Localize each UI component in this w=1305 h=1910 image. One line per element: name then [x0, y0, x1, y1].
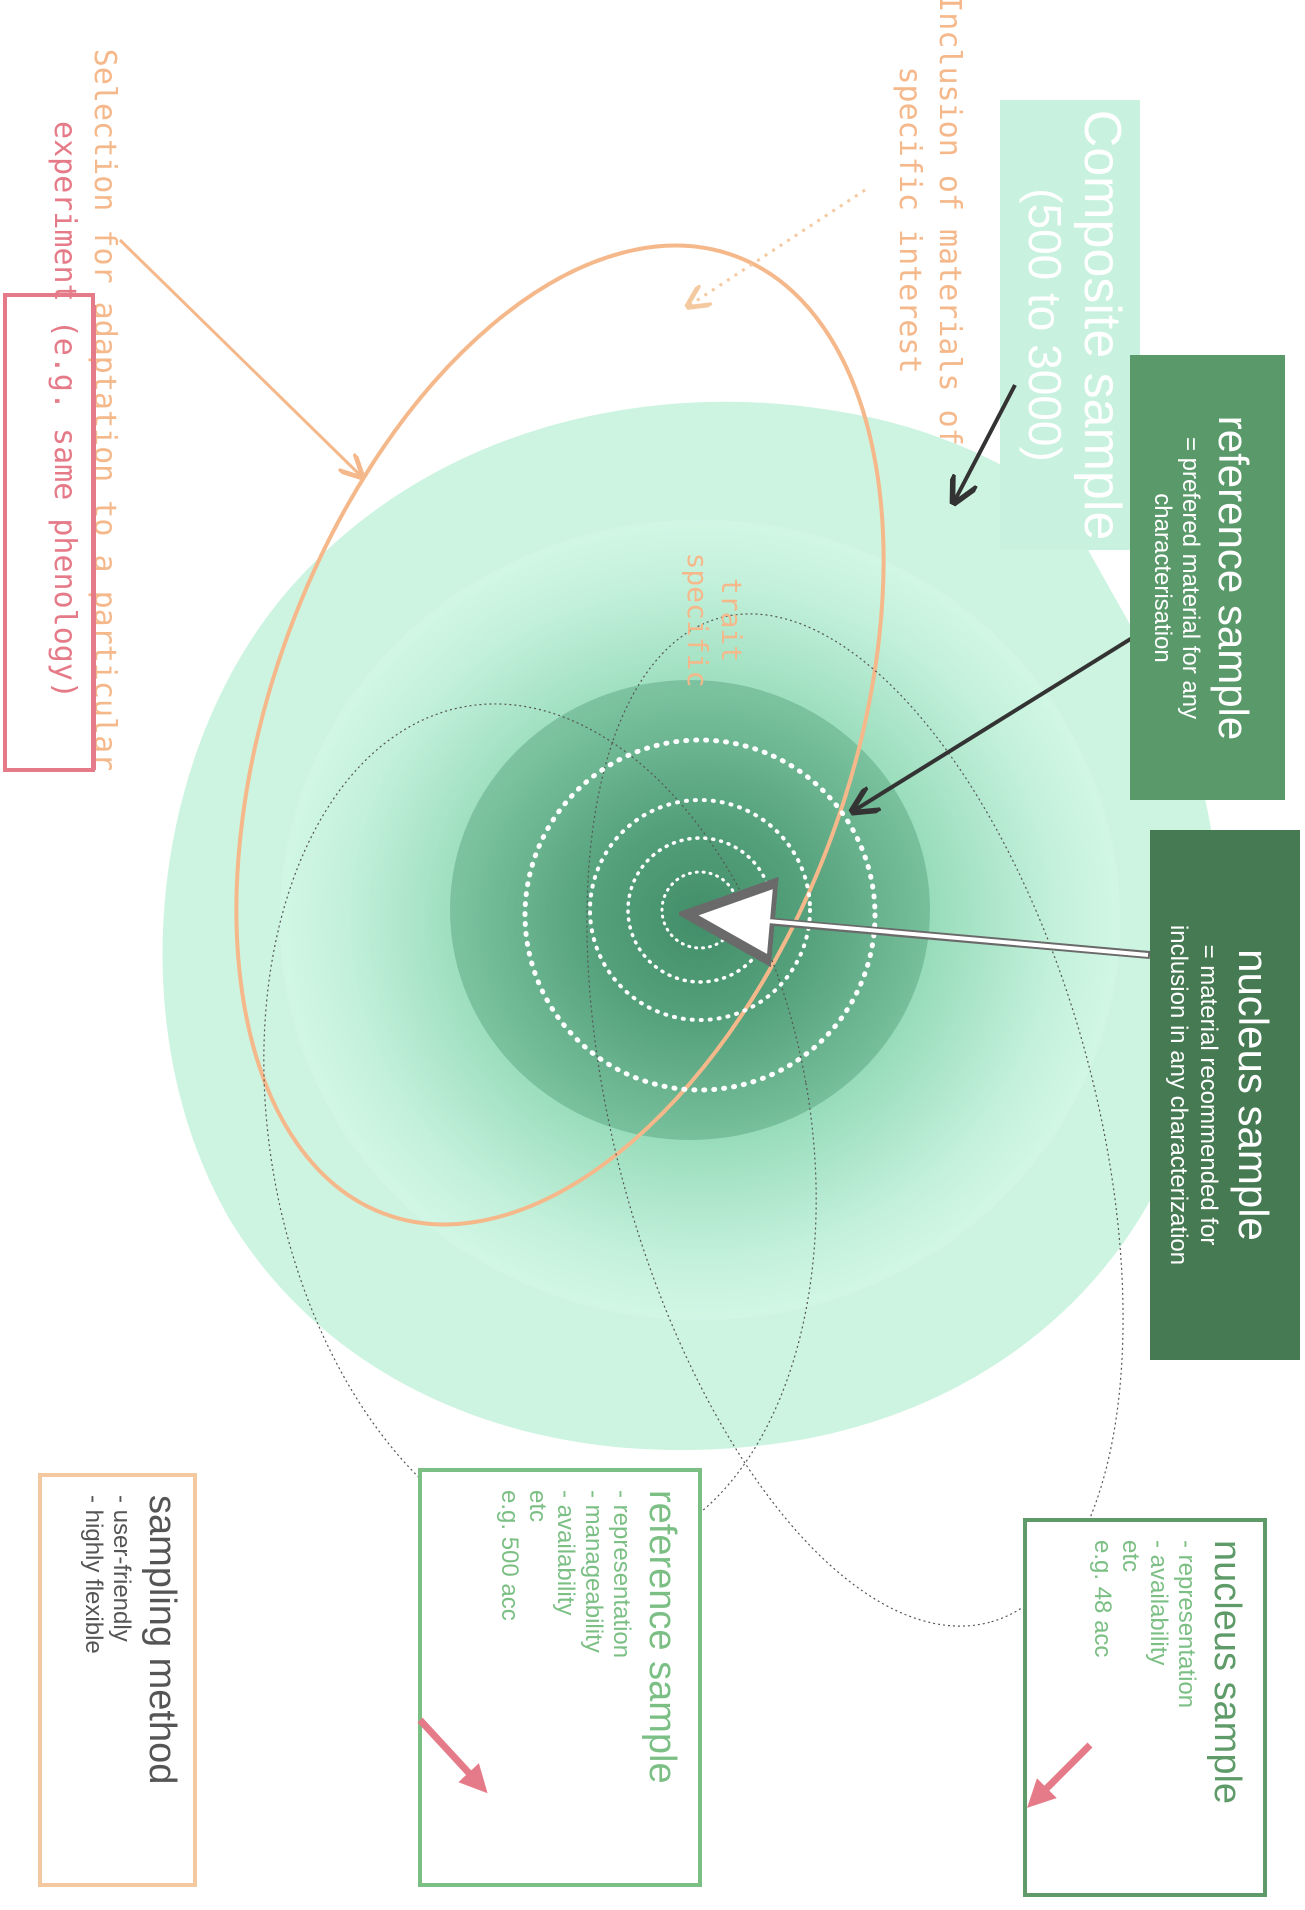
inclusion-annotation: Inclusion of materials of specific inter…	[892, 0, 967, 446]
nucleus-callout: nucleus sample = material recommended fo…	[1150, 830, 1300, 1360]
nucleus-callout-title: nucleus sample	[1230, 949, 1277, 1241]
inclusion-line2: specific interest	[892, 66, 927, 373]
composite-arrow	[955, 384, 1017, 500]
nucleus-box-item-3: e.g. 48 acc	[1089, 1540, 1116, 1657]
selection-ellipse	[234, 243, 886, 1227]
method-box-item-0: - user-friendly	[108, 1495, 135, 1642]
reference-box-item-0: - representation	[608, 1490, 635, 1658]
reference-callout: reference sample = prefered material for…	[1130, 355, 1285, 800]
nucleus-box: nucleus sample - representation - availa…	[1023, 1518, 1267, 1897]
reference-box-item-3: etc	[524, 1490, 551, 1522]
reference-callout-line1: = prefered material for any	[1177, 437, 1204, 719]
selection-line2: experiment (e.g. same phenology)	[47, 121, 82, 699]
method-box: sampling method - user-friendly - highly…	[38, 1473, 197, 1887]
trait-annotation: trait specific	[681, 553, 748, 688]
reference-box-item-4: e.g. 500 acc	[496, 1490, 523, 1621]
nucleus-box-pink-arrow	[1027, 1742, 1093, 1808]
reference-box-pink-arrow	[417, 1717, 488, 1794]
nucleus-box-item-0: - representation	[1173, 1540, 1200, 1708]
nucleus-callout-line1: = material recommended for	[1195, 945, 1222, 1246]
nucleus-box-title: nucleus sample	[1206, 1540, 1248, 1804]
trait-line2: specific	[681, 553, 714, 688]
nucleus-box-item-1: - availability	[1145, 1540, 1172, 1665]
inclusion-line1: Inclusion of materials of	[932, 0, 967, 446]
composite-label: Composite sample (500 to 3000)	[1000, 100, 1140, 550]
nucleus-box-item-2: etc	[1117, 1540, 1144, 1572]
reference-callout-title: reference sample	[1210, 416, 1257, 741]
method-box-item-1: - highly flexible	[80, 1495, 107, 1654]
experiment-highlight-box	[3, 293, 95, 772]
reference-box-item-1: - manageability	[580, 1490, 607, 1653]
selection-annotation: Selection for adaptation to a particular…	[47, 49, 122, 771]
inclusion-arrow	[690, 188, 866, 305]
composite-title: Composite sample	[1073, 110, 1131, 541]
reference-box-item-2: - availability	[552, 1490, 579, 1615]
reference-arrow	[855, 628, 1147, 810]
trait-ellipse-upper	[586, 613, 1124, 1627]
composite-subtitle: (500 to 3000)	[1019, 188, 1071, 462]
reference-box: reference sample - representation - mana…	[417, 1468, 702, 1887]
nucleus-callout-line2: inclusion in any characterization	[1165, 925, 1192, 1265]
reference-callout-line2: characterisation	[1149, 493, 1176, 662]
selection-arrow	[118, 238, 360, 475]
trait-line1: trait	[715, 578, 748, 662]
reference-box-title: reference sample	[641, 1490, 683, 1784]
method-box-title: sampling method	[141, 1495, 183, 1784]
nucleus-arrow-inner	[711, 914, 1149, 957]
